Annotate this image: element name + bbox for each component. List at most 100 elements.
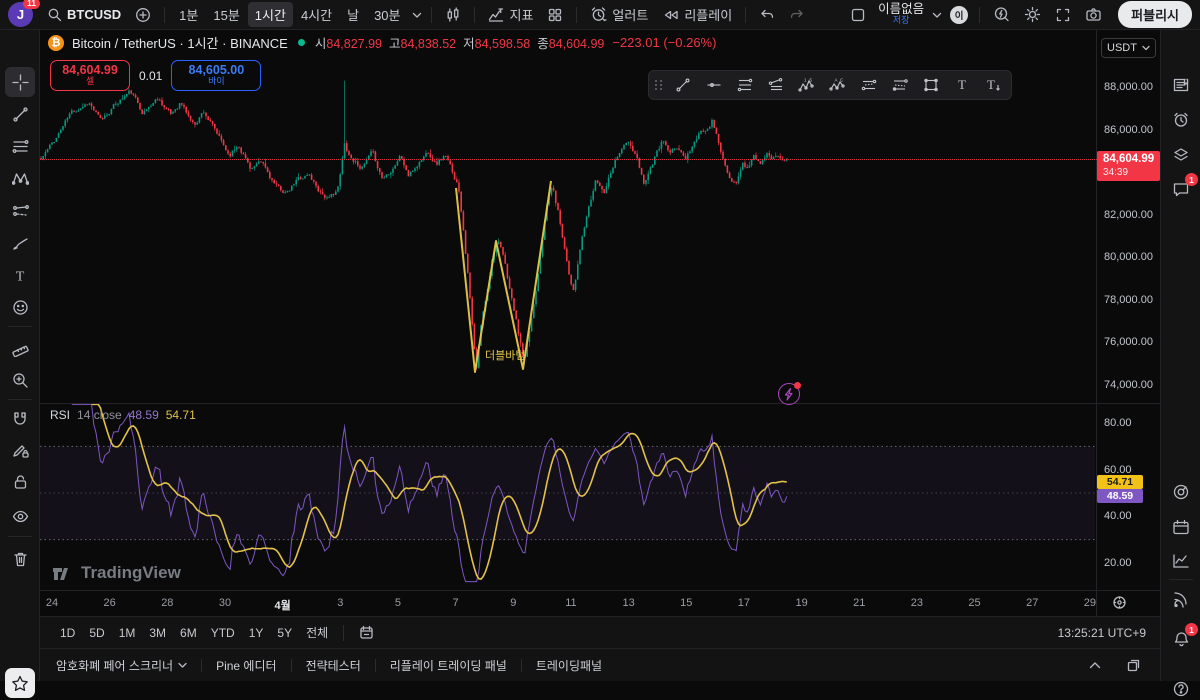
watchlist-button[interactable] bbox=[1170, 74, 1192, 96]
fullscreen-button[interactable] bbox=[1049, 4, 1077, 26]
bottom-tab-1[interactable]: Pine 에디터 bbox=[214, 653, 278, 678]
screenshot-button[interactable] bbox=[1079, 4, 1108, 25]
bottom-tab-2[interactable]: 전략테스터 bbox=[304, 653, 363, 678]
sell-button[interactable]: 84,604.99 셀 bbox=[50, 60, 130, 91]
notifications-button[interactable]: 1 bbox=[1170, 623, 1198, 650]
time-tick-label: 30 bbox=[218, 597, 232, 609]
help-button[interactable] bbox=[1170, 678, 1192, 700]
redo-button[interactable] bbox=[783, 5, 811, 24]
publish-button[interactable]: 퍼블리시 bbox=[1118, 1, 1192, 28]
double-bottom-label[interactable]: 더블바텀 bbox=[485, 350, 526, 362]
pane-divider[interactable] bbox=[40, 403, 1160, 404]
timeframe-button-15분[interactable]: 15분 bbox=[206, 2, 246, 27]
magnet-tool[interactable] bbox=[9, 408, 31, 430]
range-button-1Y[interactable]: 1Y bbox=[243, 621, 270, 644]
time-axis[interactable]: 24 26 28 30 4월 3 5 7 9 11 13 15 17 19 21 23 25 27 29 bbox=[40, 590, 1160, 616]
timeframe-button-1분[interactable]: 1분 bbox=[172, 2, 205, 27]
timeframe-button-날[interactable]: 날 bbox=[340, 2, 366, 27]
time-tick-label: 13 bbox=[622, 597, 635, 609]
timeframe-button-1시간[interactable]: 1시간 bbox=[247, 2, 293, 27]
horizontal-ray-icon[interactable] bbox=[700, 72, 729, 98]
range-button-3M[interactable]: 3M bbox=[143, 621, 172, 644]
object-tree-button[interactable] bbox=[1170, 144, 1192, 166]
bottom-tab-4[interactable]: 트레이딩패널 bbox=[534, 653, 604, 678]
fib-retracement-tool[interactable] bbox=[9, 135, 31, 157]
chat-button[interactable]: 1 bbox=[1170, 173, 1198, 200]
rectangle-icon[interactable] bbox=[916, 72, 945, 98]
layout-select-button[interactable] bbox=[844, 4, 872, 26]
xabcd-pattern-tool[interactable] bbox=[9, 167, 31, 189]
range-button-6M[interactable]: 6M bbox=[174, 621, 203, 644]
favorites-toolbar-button[interactable] bbox=[5, 668, 35, 698]
text-tool[interactable]: T bbox=[9, 264, 31, 286]
undo-button[interactable] bbox=[753, 5, 781, 24]
measure-tool[interactable] bbox=[9, 337, 31, 359]
panel-expand-button[interactable] bbox=[1083, 656, 1107, 675]
text-icon[interactable]: T bbox=[947, 72, 976, 98]
buy-button[interactable]: 84,605.00 바이 bbox=[171, 60, 262, 91]
disjoint-channel-icon[interactable] bbox=[885, 72, 914, 98]
panel-maximize-button[interactable] bbox=[1121, 656, 1146, 675]
brush-tool[interactable] bbox=[9, 232, 31, 254]
go-to-date-button[interactable] bbox=[353, 622, 380, 643]
layout-dropdown-button[interactable] bbox=[930, 8, 944, 22]
quick-search-button[interactable] bbox=[987, 3, 1016, 26]
trend-line-icon[interactable] bbox=[669, 72, 698, 98]
range-button-1M[interactable]: 1M bbox=[113, 621, 142, 644]
hide-drawings-tool[interactable] bbox=[9, 505, 31, 527]
price-axis[interactable]: USDT 88,000.00 86,000.00 82,000.00 80,000.0… bbox=[1097, 30, 1160, 616]
chart-type-button[interactable] bbox=[439, 4, 467, 26]
ideas-button[interactable] bbox=[1170, 550, 1192, 572]
sell-label: 셀 bbox=[85, 76, 95, 87]
user-avatar[interactable]: J 11 bbox=[8, 0, 40, 27]
alert-button[interactable]: 얼러트 bbox=[584, 2, 654, 27]
range-button-5Y[interactable]: 5Y bbox=[271, 621, 298, 644]
fib-retracement-icon[interactable] bbox=[731, 72, 760, 98]
sidebar-divider bbox=[1169, 579, 1193, 580]
replay-button[interactable]: 리플레이 bbox=[656, 2, 738, 27]
layout-name-button[interactable]: 이름없음 저장 bbox=[874, 2, 928, 27]
symbol-title[interactable]: Bitcoin / TetherUS · 1시간 · BINANCE bbox=[72, 36, 288, 51]
range-button-1D[interactable]: 1D bbox=[54, 621, 81, 644]
hotlists-button[interactable] bbox=[1170, 481, 1192, 503]
remove-drawings-tool[interactable] bbox=[9, 548, 31, 570]
rsi-indicator-header[interactable]: RSI 14 close 48.59 54.71 bbox=[50, 408, 196, 422]
currency-dropdown[interactable]: USDT bbox=[1101, 38, 1156, 58]
price-tick-label: 76,000.00 bbox=[1104, 336, 1153, 349]
zoom-in-tool[interactable] bbox=[9, 369, 31, 391]
drag-handle[interactable] bbox=[655, 80, 663, 90]
clock-timezone[interactable]: 13:25:21 UTC+9 bbox=[1057, 625, 1146, 640]
settings-button[interactable] bbox=[1018, 3, 1047, 26]
cloud-sync-badge[interactable]: 이 bbox=[950, 5, 969, 24]
bottom-tab-0[interactable]: 암호화폐 페어 스크리너 bbox=[54, 653, 189, 678]
range-button-전체[interactable]: 전체 bbox=[300, 621, 334, 644]
alerts-button[interactable] bbox=[1170, 109, 1192, 131]
timeframe-dropdown-button[interactable] bbox=[410, 8, 424, 22]
bottom-tab-3[interactable]: 리플레이 트레이딩 패널 bbox=[388, 653, 509, 678]
streams-button[interactable] bbox=[1170, 590, 1192, 612]
symbol-search-button[interactable]: BTCUSD bbox=[41, 4, 127, 25]
prediction-tool[interactable] bbox=[9, 200, 31, 222]
trend-based-fib-icon[interactable] bbox=[762, 72, 791, 98]
drawing-mode-lock-tool[interactable] bbox=[9, 440, 31, 462]
quick-trade-flash-button[interactable] bbox=[778, 382, 801, 405]
indicators-button[interactable]: 지표 bbox=[482, 2, 540, 27]
rsi-pane-canvas[interactable] bbox=[40, 403, 1095, 590]
trend-line-tool[interactable] bbox=[9, 103, 31, 125]
quantity-field[interactable]: 0.01 bbox=[133, 69, 168, 83]
calendar-button[interactable] bbox=[1170, 516, 1192, 538]
axis-settings-icon[interactable] bbox=[1112, 595, 1127, 610]
timeframe-button-30분[interactable]: 30분 bbox=[367, 2, 407, 27]
flat-top-bottom-icon[interactable] bbox=[854, 72, 883, 98]
layout-grid-button[interactable] bbox=[541, 4, 569, 26]
crosshair-tool[interactable] bbox=[5, 67, 35, 97]
timeframe-button-4시간[interactable]: 4시간 bbox=[294, 2, 339, 27]
anchored-text-icon[interactable]: T bbox=[978, 72, 1007, 98]
range-button-YTD[interactable]: YTD bbox=[205, 621, 241, 644]
emoji-tool[interactable] bbox=[9, 296, 31, 318]
lock-all-drawings-tool[interactable] bbox=[9, 471, 31, 493]
compare-add-button[interactable] bbox=[129, 4, 157, 26]
range-button-5D[interactable]: 5D bbox=[83, 621, 110, 644]
